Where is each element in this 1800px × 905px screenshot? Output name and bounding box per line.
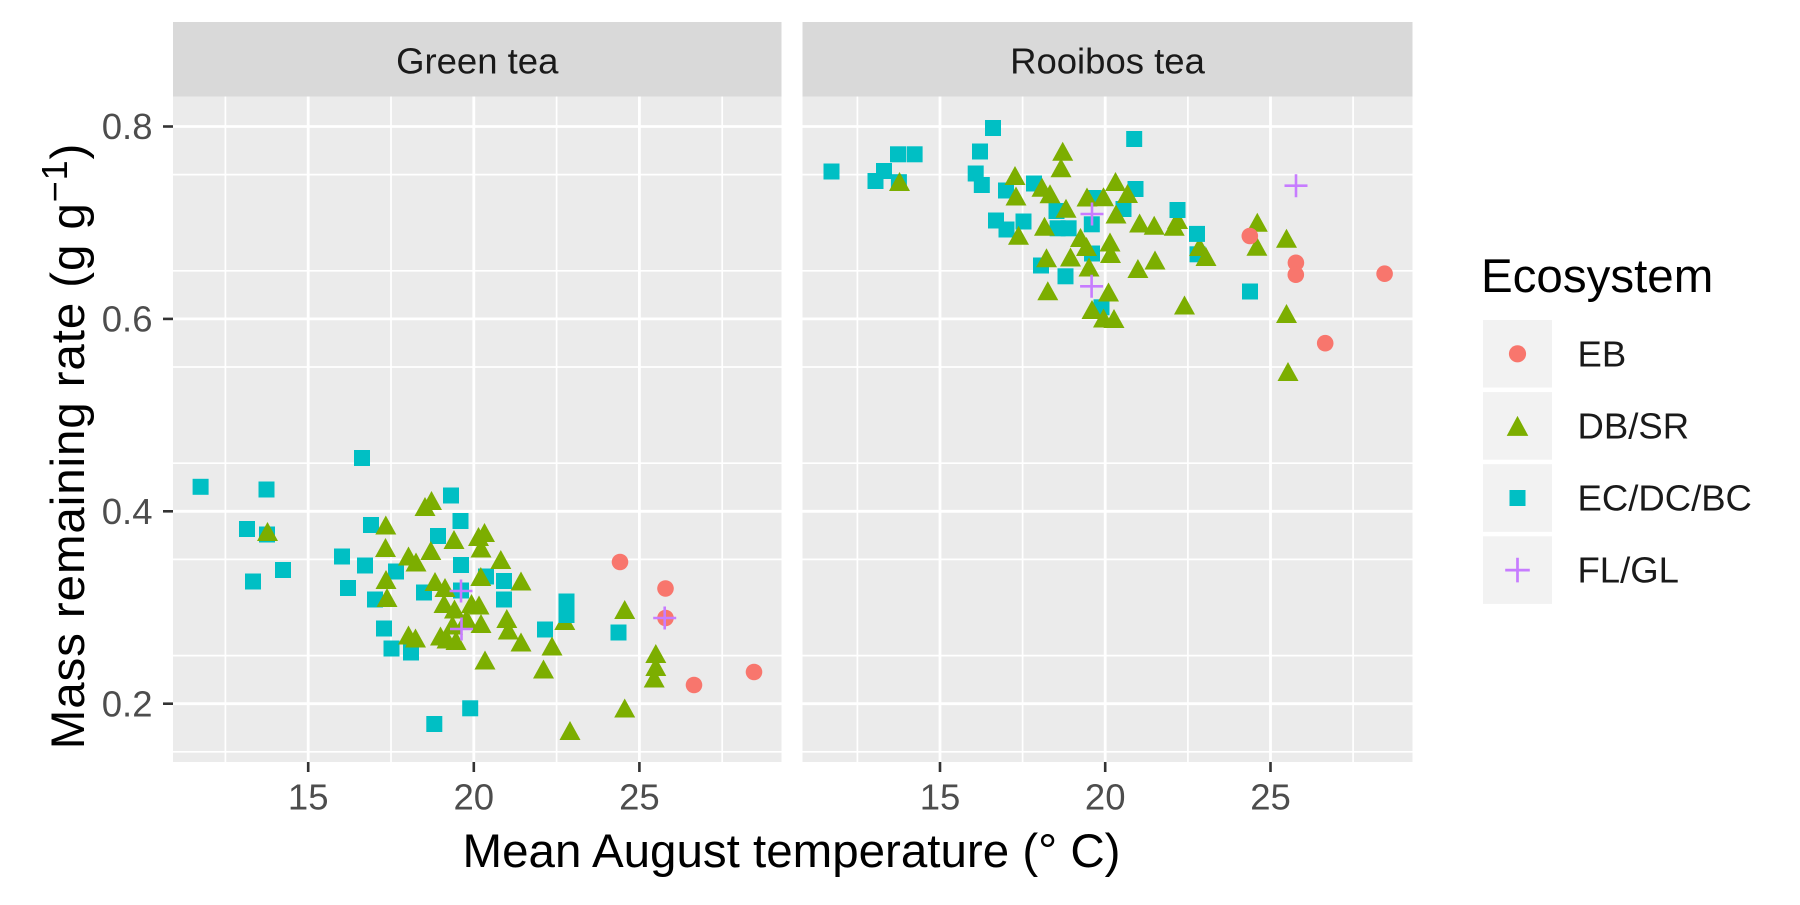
svg-text:FL/GL: FL/GL (1578, 550, 1679, 591)
svg-text:25: 25 (619, 777, 660, 818)
svg-text:0.2: 0.2 (102, 683, 153, 724)
svg-text:DB/SR: DB/SR (1578, 406, 1690, 447)
svg-text:Green tea: Green tea (396, 41, 559, 82)
svg-text:EB: EB (1578, 333, 1627, 374)
svg-text:Mass remaining rate (g g−1): Mass remaining rate (g g−1) (34, 143, 95, 750)
svg-text:Ecosystem: Ecosystem (1481, 250, 1713, 303)
svg-text:0.6: 0.6 (102, 299, 153, 340)
svg-text:15: 15 (920, 777, 961, 818)
svg-text:15: 15 (288, 777, 329, 818)
svg-text:Mean August temperature (° C): Mean August temperature (° C) (463, 825, 1121, 878)
svg-text:0.8: 0.8 (102, 106, 153, 147)
svg-text:20: 20 (1085, 777, 1126, 818)
svg-text:EC/DC/BC: EC/DC/BC (1578, 478, 1752, 519)
svg-text:Rooibos tea: Rooibos tea (1010, 41, 1205, 82)
svg-text:25: 25 (1250, 777, 1291, 818)
svg-text:20: 20 (453, 777, 494, 818)
svg-text:0.4: 0.4 (102, 491, 153, 532)
